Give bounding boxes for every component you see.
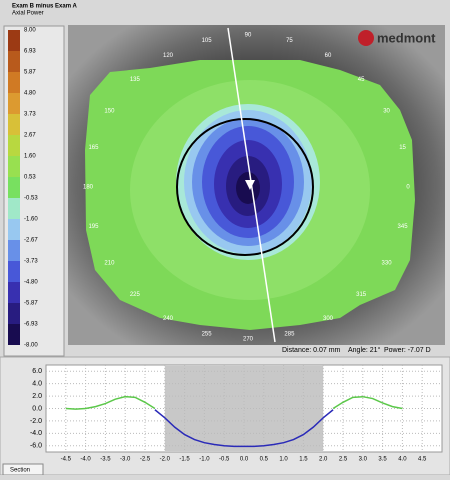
y-tick-label: 2.0 xyxy=(32,393,42,400)
y-tick-label: -2.0 xyxy=(30,418,42,425)
angle-label: 195 xyxy=(88,224,99,230)
x-tick-label: -2.5 xyxy=(140,457,151,463)
x-tick-label: 4.0 xyxy=(398,457,407,463)
angle-label: 45 xyxy=(358,77,365,83)
scale-swatch xyxy=(8,198,20,219)
scale-swatch xyxy=(8,324,20,345)
scale-label: 6.93 xyxy=(24,49,36,55)
logo-icon xyxy=(358,30,374,46)
section-curve xyxy=(65,395,156,410)
angle-label: 300 xyxy=(323,316,334,322)
angle-label: 180 xyxy=(83,185,94,191)
y-tick-label: 0.0 xyxy=(32,405,42,412)
x-tick-label: -3.0 xyxy=(120,457,131,463)
x-tick-label: 3.0 xyxy=(359,457,368,463)
scale-swatch xyxy=(8,282,20,303)
scale-label: -8.00 xyxy=(24,343,38,349)
x-tick-label: 3.5 xyxy=(378,457,387,463)
header-subtitle: Axial Power xyxy=(12,11,44,17)
angle-label: 330 xyxy=(382,261,393,267)
angle-label: 0 xyxy=(406,185,410,191)
header-title: Exam B minus Exam A xyxy=(12,4,77,10)
x-tick-label: 0.0 xyxy=(240,457,249,463)
zone-circle xyxy=(176,118,314,256)
angle-label: 210 xyxy=(104,261,115,267)
scale-label: -6.93 xyxy=(24,322,38,328)
scale-swatch xyxy=(8,177,20,198)
status-angle: Angle: 21° xyxy=(348,346,381,354)
scale-swatch xyxy=(8,93,20,114)
angle-label: 15 xyxy=(399,145,406,151)
map-ring xyxy=(236,172,260,204)
scale-swatch xyxy=(8,30,20,51)
scale-swatch xyxy=(8,261,20,282)
scale-label: 2.67 xyxy=(24,133,36,139)
scale-swatch xyxy=(8,303,20,324)
angle-label: 255 xyxy=(202,331,213,337)
scale-label: 0.53 xyxy=(24,175,36,181)
angle-label: 135 xyxy=(130,77,141,83)
y-tick-label: -6.0 xyxy=(30,443,42,450)
angle-label: 120 xyxy=(163,53,174,59)
scale-label: -5.87 xyxy=(24,301,38,307)
angle-label: 225 xyxy=(130,292,141,298)
angle-label: 285 xyxy=(284,331,295,337)
angle-label: 30 xyxy=(383,109,390,115)
scale-label: -4.80 xyxy=(24,280,38,286)
x-tick-label: 1.0 xyxy=(279,457,288,463)
angle-label: 90 xyxy=(245,33,252,39)
section-tab-label[interactable]: Section xyxy=(10,468,30,474)
x-tick-label: 2.5 xyxy=(339,457,348,463)
scale-label: -3.73 xyxy=(24,259,38,265)
angle-label: 240 xyxy=(163,316,174,322)
scale-swatch xyxy=(8,240,20,261)
y-tick-label: 4.0 xyxy=(32,380,42,387)
scale-label: 3.73 xyxy=(24,112,36,118)
x-tick-label: -4.0 xyxy=(80,457,91,463)
x-tick-label: -2.0 xyxy=(160,457,171,463)
section-curve xyxy=(332,395,403,410)
angle-label: 270 xyxy=(243,337,254,343)
scale-label: -1.60 xyxy=(24,217,38,223)
scale-swatch xyxy=(8,156,20,177)
angle-label: 150 xyxy=(104,109,115,115)
scale-label: 1.60 xyxy=(24,154,36,160)
scale-swatch xyxy=(8,51,20,72)
scale-swatch xyxy=(8,135,20,156)
x-tick-label: -1.0 xyxy=(199,457,210,463)
angle-label: 315 xyxy=(356,292,367,298)
scale-label: 4.80 xyxy=(24,91,36,97)
x-tick-label: 4.5 xyxy=(418,457,427,463)
angle-label: 105 xyxy=(202,38,213,44)
angle-label: 75 xyxy=(286,38,293,44)
scale-swatch xyxy=(8,114,20,135)
scale-swatch xyxy=(8,72,20,93)
x-tick-label: 0.5 xyxy=(260,457,269,463)
x-tick-label: -4.5 xyxy=(61,457,72,463)
scale-label: 5.87 xyxy=(24,70,36,76)
angle-label: 60 xyxy=(325,53,332,59)
x-tick-label: -1.5 xyxy=(179,457,190,463)
cursor-arrow xyxy=(245,180,255,190)
scale-label: -2.67 xyxy=(24,238,38,244)
scale-label: -0.53 xyxy=(24,196,38,202)
status-power: Power: -7.07 D xyxy=(384,347,431,354)
angle-label: 165 xyxy=(88,145,99,151)
x-tick-label: 1.5 xyxy=(299,457,308,463)
y-tick-label: 6.0 xyxy=(32,368,42,375)
scale-label: 8.00 xyxy=(24,28,36,34)
y-tick-label: -4.0 xyxy=(30,430,42,437)
status-distance: Distance: 0.07 mm xyxy=(282,347,341,354)
x-tick-label: 2.0 xyxy=(319,457,328,463)
x-tick-label: -3.5 xyxy=(100,457,111,463)
section-curve xyxy=(154,409,334,448)
x-tick-label: -0.5 xyxy=(219,457,230,463)
logo-text: medmont xyxy=(377,30,436,45)
angle-label: 345 xyxy=(398,224,409,230)
scale-swatch xyxy=(8,219,20,240)
